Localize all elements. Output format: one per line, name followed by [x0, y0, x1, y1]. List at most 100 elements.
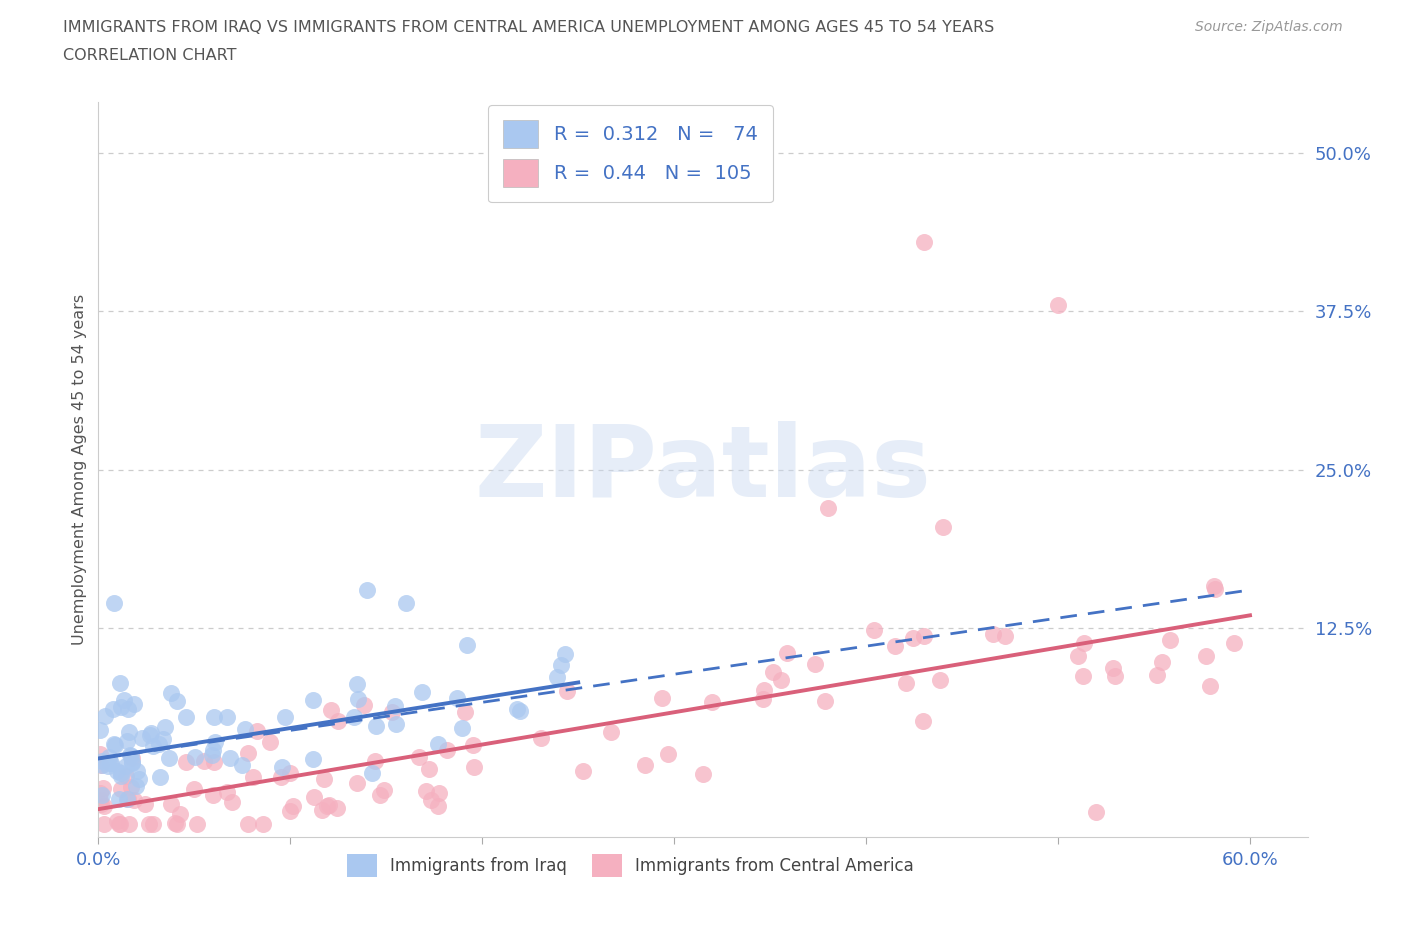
Point — [353, 698, 375, 712]
Point — [346, 677, 368, 692]
Point — [550, 658, 572, 672]
Point — [94, 709, 117, 724]
Point — [166, 693, 188, 708]
Point — [278, 765, 301, 780]
Point — [270, 770, 292, 785]
Point — [318, 798, 340, 813]
Point — [770, 672, 793, 687]
Point — [142, 817, 165, 831]
Point — [270, 760, 292, 775]
Point — [446, 690, 468, 705]
Point — [138, 817, 160, 831]
Point — [90, 796, 112, 811]
Point — [121, 755, 143, 770]
Text: CORRELATION CHART: CORRELATION CHART — [63, 48, 236, 63]
Point — [120, 749, 142, 764]
Point — [117, 791, 139, 806]
Point — [242, 769, 264, 784]
Point — [450, 720, 472, 735]
Point — [278, 804, 301, 818]
Point — [160, 685, 183, 700]
Point — [89, 792, 111, 807]
Point — [128, 772, 150, 787]
Point — [193, 753, 215, 768]
Point — [1195, 649, 1218, 664]
Point — [326, 801, 349, 816]
Point — [281, 799, 304, 814]
Point — [418, 762, 440, 777]
Point — [98, 750, 121, 764]
Point — [121, 755, 143, 770]
Point — [124, 778, 146, 793]
Point — [202, 755, 225, 770]
Point — [122, 697, 145, 711]
Point — [394, 595, 416, 610]
Point — [117, 817, 139, 831]
Point — [217, 784, 239, 799]
Point — [356, 582, 378, 597]
Point — [408, 750, 430, 764]
Point — [174, 710, 197, 724]
Point — [89, 786, 111, 801]
Point — [1159, 632, 1181, 647]
Point — [159, 796, 181, 811]
Point — [912, 628, 935, 643]
Point — [202, 710, 225, 724]
Point — [117, 791, 139, 806]
Point — [90, 757, 112, 772]
Point — [117, 734, 139, 749]
Point — [120, 779, 142, 794]
Point — [163, 816, 186, 830]
Point — [817, 500, 839, 515]
Point — [108, 791, 131, 806]
Point — [312, 772, 335, 787]
Point — [319, 703, 342, 718]
Point — [91, 780, 114, 795]
Point — [415, 784, 437, 799]
Point — [896, 676, 918, 691]
Point — [814, 694, 837, 709]
Point — [700, 695, 723, 710]
Point — [89, 723, 111, 737]
Point — [273, 711, 295, 725]
Point — [110, 676, 132, 691]
Point — [883, 638, 905, 653]
Point — [775, 645, 797, 660]
Y-axis label: Unemployment Among Ages 45 to 54 years: Unemployment Among Ages 45 to 54 years — [72, 294, 87, 645]
Point — [546, 670, 568, 684]
Point — [554, 646, 576, 661]
Point — [381, 704, 404, 719]
Point — [141, 725, 163, 740]
Point — [1152, 655, 1174, 670]
Point — [117, 701, 139, 716]
Point — [259, 735, 281, 750]
Point — [201, 748, 224, 763]
Point — [91, 753, 114, 768]
Point — [1223, 635, 1246, 650]
Point — [1067, 648, 1090, 663]
Point — [1071, 669, 1094, 684]
Point — [246, 724, 269, 738]
Point — [98, 755, 121, 770]
Point — [1102, 660, 1125, 675]
Point — [118, 724, 141, 739]
Point — [509, 704, 531, 719]
Point — [121, 751, 143, 765]
Point — [149, 769, 172, 784]
Point — [202, 788, 225, 803]
Point — [233, 721, 256, 736]
Point — [110, 769, 132, 784]
Point — [347, 692, 370, 707]
Point — [427, 785, 450, 800]
Point — [370, 788, 392, 803]
Point — [752, 691, 775, 706]
Point — [186, 817, 208, 831]
Point — [93, 817, 115, 831]
Point — [754, 683, 776, 698]
Point — [184, 750, 207, 764]
Point — [454, 705, 477, 720]
Text: IMMIGRANTS FROM IRAQ VS IMMIGRANTS FROM CENTRAL AMERICA UNEMPLOYMENT AMONG AGES : IMMIGRANTS FROM IRAQ VS IMMIGRANTS FROM … — [63, 20, 994, 35]
Point — [110, 782, 132, 797]
Point — [114, 768, 136, 783]
Point — [252, 817, 274, 831]
